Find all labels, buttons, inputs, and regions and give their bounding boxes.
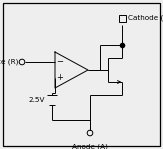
- Text: Reference (R): Reference (R): [0, 59, 18, 65]
- Text: 2.5V: 2.5V: [29, 97, 45, 103]
- Text: −: −: [57, 58, 64, 66]
- Text: Anode (A): Anode (A): [72, 143, 108, 149]
- Text: +: +: [57, 73, 63, 83]
- Text: Cathode (C): Cathode (C): [127, 15, 163, 21]
- Bar: [119, 14, 126, 21]
